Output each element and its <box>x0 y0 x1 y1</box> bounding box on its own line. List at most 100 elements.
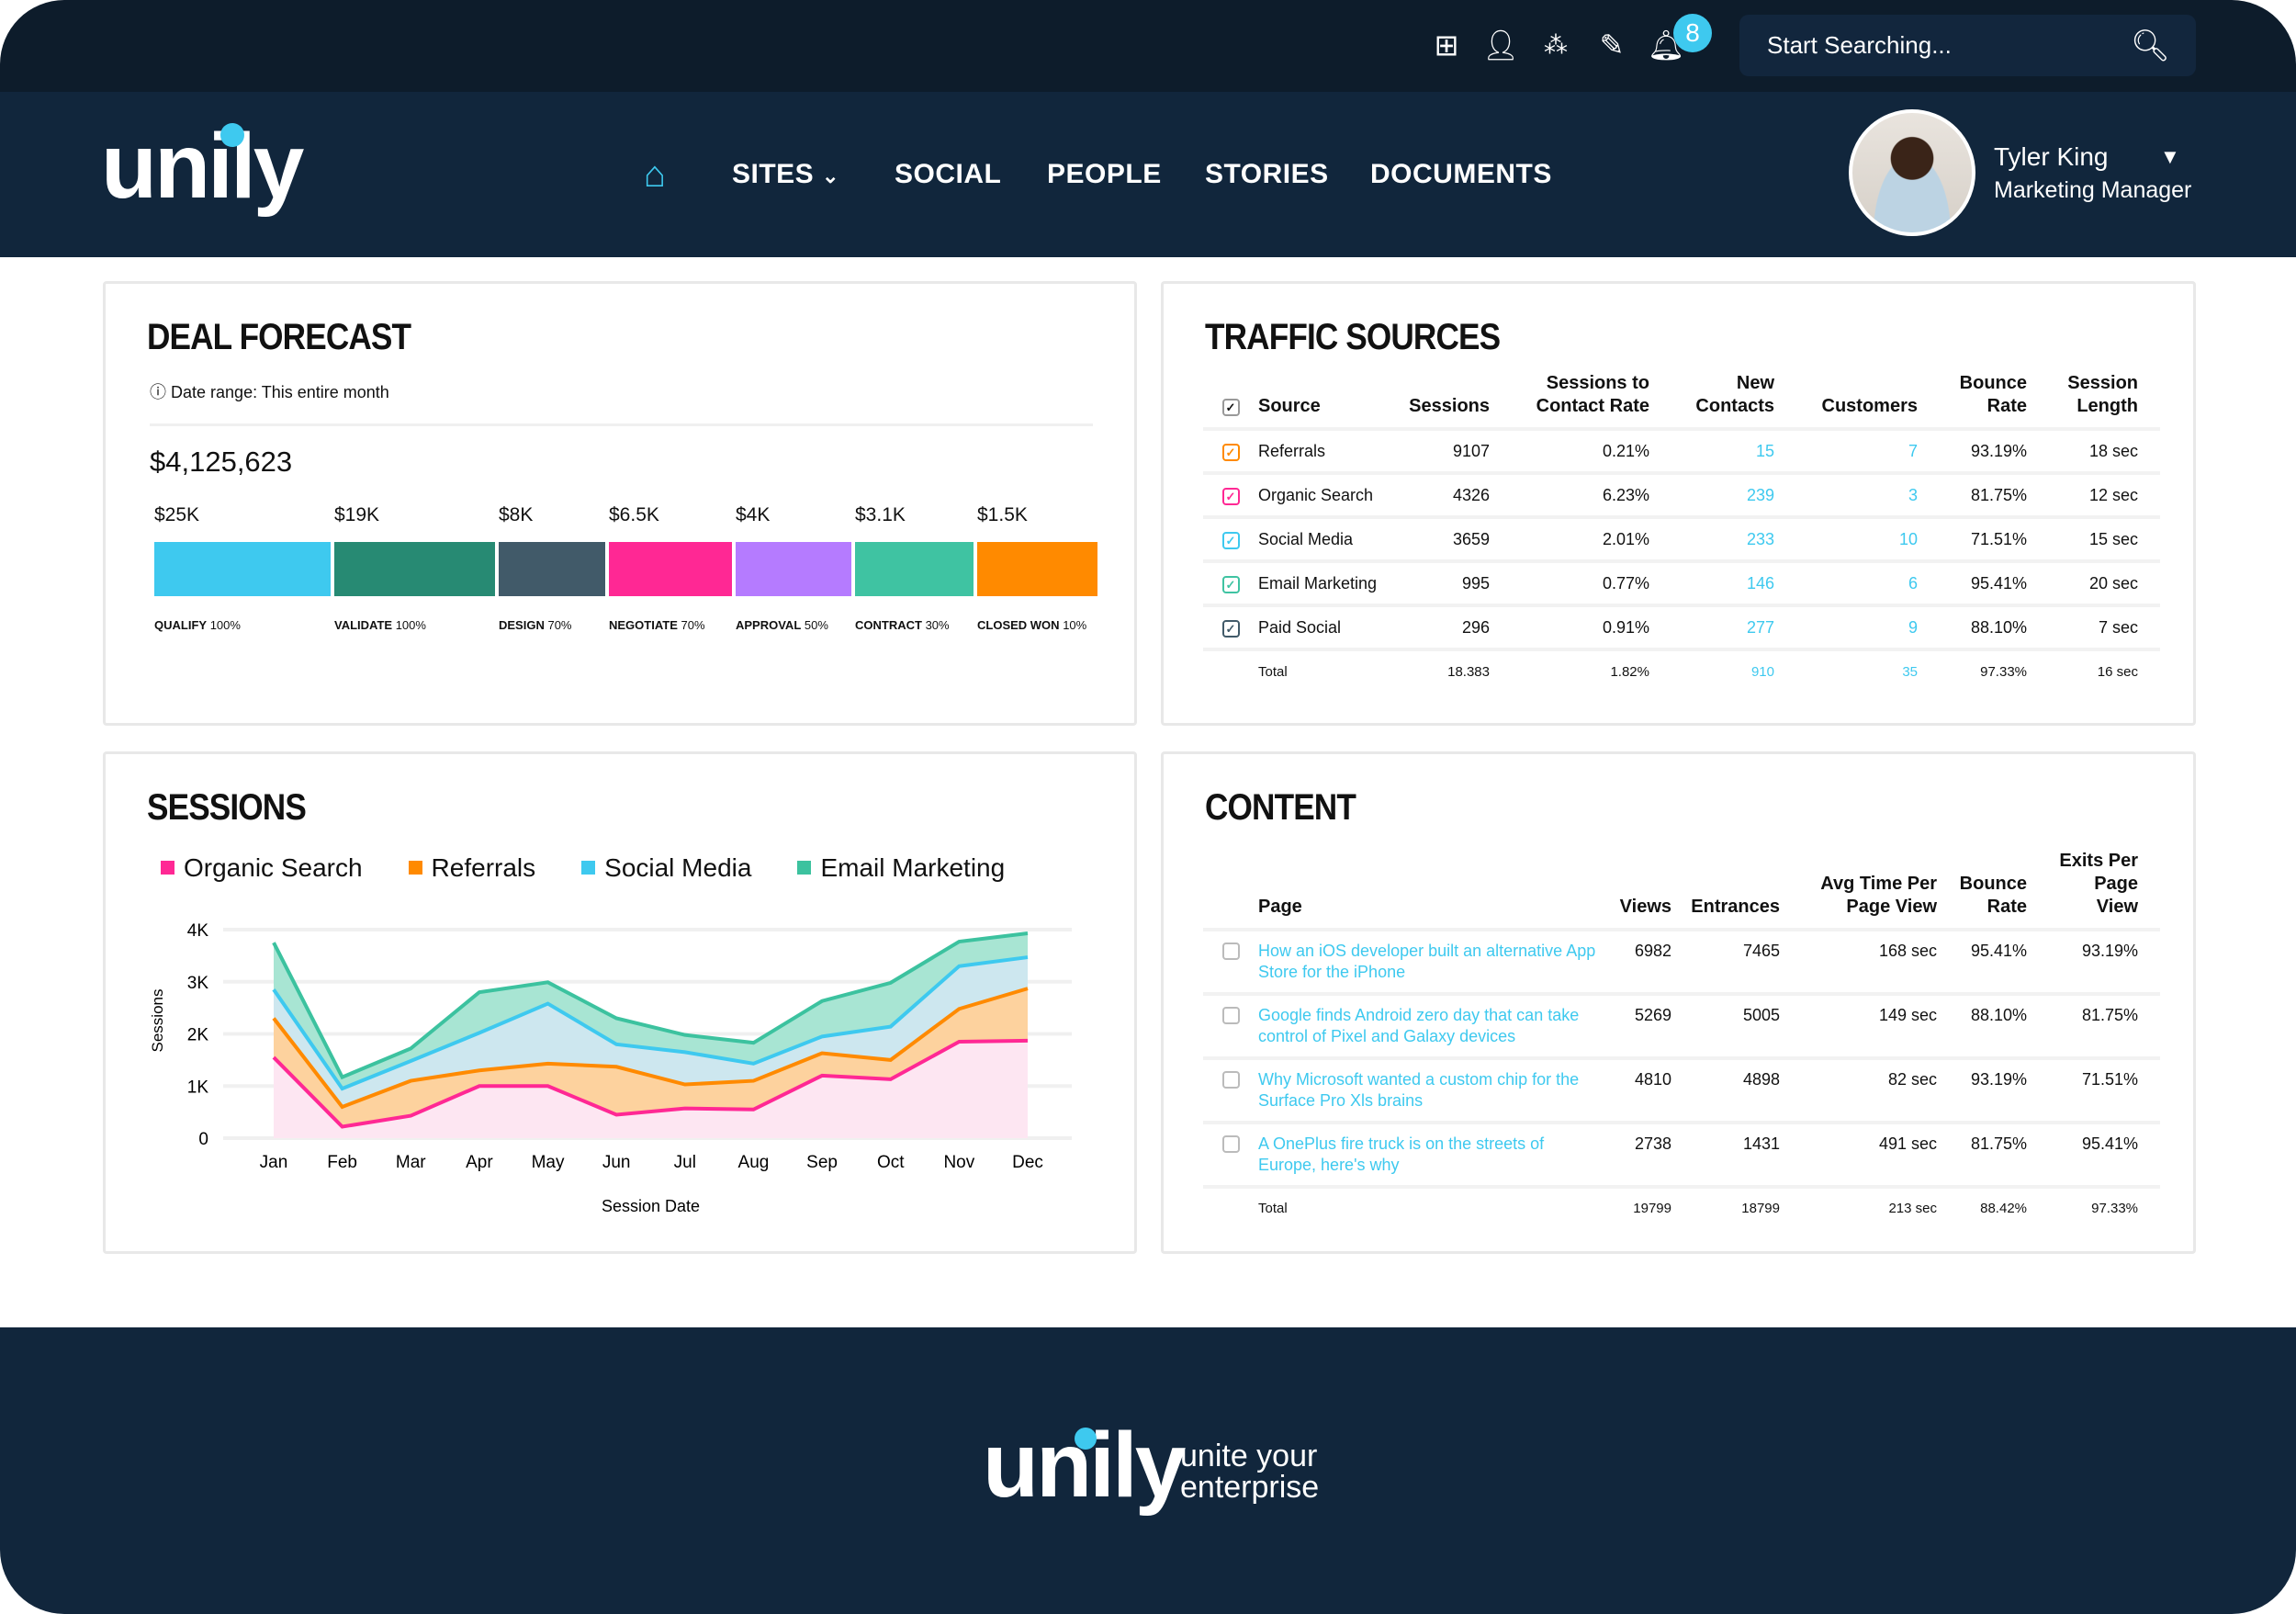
cell-bounce: 95.41% <box>1918 559 2027 605</box>
table-row[interactable]: ✓ Email Marketing 995 0.77% 146 6 95.41% 20 sec <box>1203 559 2160 605</box>
traffic-sources-card: TRAFFIC SOURCES ✓ Source Sessions Sessio… <box>1161 281 2196 726</box>
row-checkbox[interactable]: ✓ <box>1221 487 1240 505</box>
page-link[interactable]: Why Microsoft wanted a custom chip for t… <box>1258 1056 1607 1123</box>
logo-dot <box>220 123 244 147</box>
total-label: Total <box>1258 648 1405 692</box>
page-link[interactable]: A OnePlus fire truck is on the streets o… <box>1258 1121 1607 1187</box>
stage-bar[interactable] <box>736 542 851 596</box>
legend-item[interactable]: Social Media <box>581 853 751 883</box>
select-all-checkbox[interactable]: ✓ <box>1221 399 1240 416</box>
row-checkbox[interactable]: ✓ <box>1221 575 1240 593</box>
table-row[interactable]: Why Microsoft wanted a custom chip for t… <box>1203 1056 2160 1123</box>
col-header[interactable]: Sessions <box>1409 396 1490 416</box>
info-icon: ⓘ <box>150 383 166 401</box>
chevron-down-icon[interactable]: ▼ <box>2160 145 2180 168</box>
cell-source: Social Media <box>1258 515 1405 561</box>
row-checkbox[interactable] <box>1221 1071 1240 1089</box>
windows-icon[interactable]: ⊞ <box>1434 28 1459 62</box>
stage-value: $19K <box>334 504 380 525</box>
legend-label: Referrals <box>431 853 536 882</box>
legend-item[interactable]: Email Marketing <box>797 853 1005 883</box>
stage-bar[interactable] <box>609 542 732 596</box>
cell-customers: 6 <box>1774 559 1918 605</box>
stage-bar[interactable] <box>977 542 1097 596</box>
col-header[interactable]: Views <box>1619 897 1671 917</box>
line-social-media[interactable] <box>272 955 1029 1091</box>
col-header[interactable]: Customers <box>1821 396 1918 416</box>
col-header[interactable]: Avg Time Per Page View <box>1820 874 1937 917</box>
nav-sites[interactable]: SITES ⌄ <box>732 159 839 190</box>
home-icon[interactable]: ⌂ <box>643 154 667 195</box>
search-icon[interactable]: 🔍︎ <box>2130 28 2170 63</box>
stage[interactable]: $3.1K CONTRACT 30% <box>855 504 974 632</box>
stage-label: DESIGN 70% <box>499 618 605 632</box>
row-checkbox[interactable]: ✓ <box>1221 443 1240 461</box>
stage-name: APPROVAL <box>736 618 802 632</box>
legend-item[interactable]: Organic Search <box>161 853 363 883</box>
logo[interactable]: unily <box>101 116 304 217</box>
stage-bar[interactable] <box>334 542 495 596</box>
user-name[interactable]: Tyler King <box>1994 142 2109 171</box>
cell-exits: 93.19% <box>2027 928 2160 994</box>
line-email-marketing[interactable] <box>272 931 1029 1080</box>
avatar[interactable] <box>1849 109 1975 236</box>
user-icon[interactable]: 👤︎ <box>1481 28 1520 62</box>
stage-bar[interactable] <box>154 542 331 596</box>
col-header[interactable]: Exits Per Page View <box>2059 851 2138 917</box>
cell-entrances: 5005 <box>1671 992 1780 1058</box>
row-checkbox[interactable]: ✓ <box>1221 619 1240 638</box>
stage-bar[interactable] <box>499 542 605 596</box>
nav-people[interactable]: PEOPLE <box>1047 159 1162 189</box>
table-row[interactable]: ✓ Organic Search 4326 6.23% 239 3 81.75% 12 sec <box>1203 471 2160 517</box>
cell-length: 7 sec <box>2027 604 2160 649</box>
cell-sessions: 3659 <box>1405 515 1490 561</box>
col-header[interactable]: Sessions to Contact Rate <box>1536 373 1649 416</box>
notification-badge[interactable]: 8 <box>1673 14 1712 52</box>
stage-pct: 70% <box>547 618 572 632</box>
cell-customers: 7 <box>1774 427 1918 473</box>
nav-social[interactable]: SOCIAL <box>895 159 1002 189</box>
stage[interactable]: $4K APPROVAL 50% <box>736 504 851 632</box>
row-checkbox[interactable] <box>1221 942 1240 960</box>
table-row[interactable]: A OnePlus fire truck is on the streets o… <box>1203 1121 2160 1187</box>
col-header[interactable]: Source <box>1258 396 1321 416</box>
col-header[interactable]: Entrances <box>1691 897 1780 917</box>
stage-value: $3.1K <box>855 504 906 525</box>
col-header[interactable]: Page <box>1258 897 1302 917</box>
page-link[interactable]: How an iOS developer built an alternativ… <box>1258 928 1607 994</box>
cell-customers: 3 <box>1774 471 1918 517</box>
stage[interactable]: $1.5K CLOSED WON 10% <box>977 504 1097 632</box>
x-tick-label: Feb <box>327 1153 357 1172</box>
table-row[interactable]: How an iOS developer built an alternativ… <box>1203 928 2160 994</box>
stage[interactable]: $25K QUALIFY 100% <box>154 504 331 632</box>
table-row[interactable]: ✓ Referrals 9107 0.21% 15 7 93.19% 18 sec <box>1203 427 2160 473</box>
stage[interactable]: $6.5K NEGOTIATE 70% <box>609 504 732 632</box>
total-customers: 35 <box>1774 648 1918 692</box>
legend-swatch <box>797 861 812 875</box>
col-header[interactable]: New Contacts <box>1695 373 1774 416</box>
stage[interactable]: $8K DESIGN 70% <box>499 504 605 632</box>
row-checkbox[interactable] <box>1221 1007 1240 1024</box>
table-row[interactable]: ✓ Social Media 3659 2.01% 233 10 71.51% 15 sec <box>1203 515 2160 561</box>
nav-stories[interactable]: STORIES <box>1205 159 1329 189</box>
cell-avg: 149 sec <box>1780 992 1937 1058</box>
x-tick-label: May <box>532 1153 565 1172</box>
stars-icon[interactable]: ⁂ <box>1544 31 1568 59</box>
col-header[interactable]: Bounce Rate <box>1959 874 2027 917</box>
line-organic-search[interactable] <box>272 1038 1029 1129</box>
search-input[interactable] <box>1767 15 2134 76</box>
table-row[interactable]: Google finds Android zero day that can t… <box>1203 992 2160 1058</box>
table-row[interactable]: ✓ Paid Social 296 0.91% 277 9 88.10% 7 sec <box>1203 604 2160 649</box>
col-header[interactable]: Session Length <box>2067 373 2138 416</box>
row-checkbox[interactable] <box>1221 1135 1240 1153</box>
col-header[interactable]: Bounce Rate <box>1959 373 2027 416</box>
stage-bar[interactable] <box>855 542 974 596</box>
page-link[interactable]: Google finds Android zero day that can t… <box>1258 992 1607 1058</box>
edit-icon[interactable]: ✎ <box>1599 28 1625 62</box>
row-checkbox[interactable]: ✓ <box>1221 531 1240 549</box>
legend-item[interactable]: Referrals <box>408 853 536 883</box>
nav-documents[interactable]: DOCUMENTS <box>1370 159 1552 189</box>
line-referrals[interactable] <box>272 987 1029 1110</box>
y-tick-label: 1K <box>187 1078 209 1097</box>
stage[interactable]: $19K VALIDATE 100% <box>334 504 495 632</box>
